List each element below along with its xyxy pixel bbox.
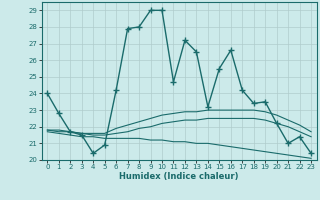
X-axis label: Humidex (Indice chaleur): Humidex (Indice chaleur)	[119, 172, 239, 181]
